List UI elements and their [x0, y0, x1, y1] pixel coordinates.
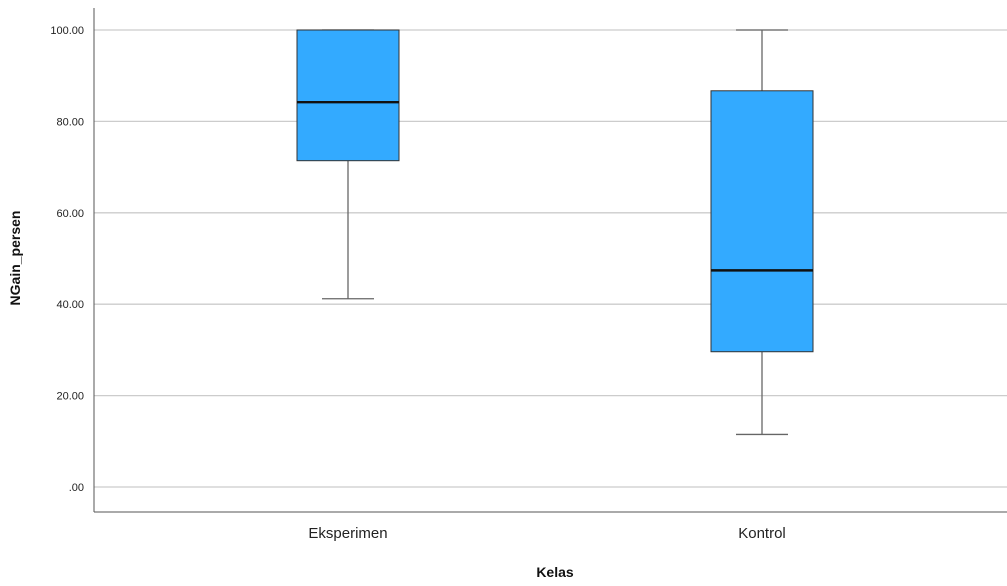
- x-category-label: Kontrol: [738, 525, 786, 542]
- gridlines: [94, 29, 1007, 488]
- x-category-labels: Eksperimen Kontrol: [308, 525, 785, 542]
- y-axis-title: NGain_persen: [7, 211, 23, 306]
- iqr-box: [710, 90, 814, 353]
- iqr-box: [296, 29, 400, 162]
- box-group: [710, 29, 814, 436]
- x-category-label: Eksperimen: [308, 525, 387, 542]
- y-tick-label: .00: [69, 482, 84, 494]
- y-tick-label: 40.00: [56, 299, 84, 311]
- y-tick-label: 100.00: [50, 25, 84, 37]
- box-group: [296, 29, 400, 300]
- y-tick-label: 80.00: [56, 116, 84, 128]
- axes: [93, 8, 1007, 513]
- y-tick-labels: .00 20.00 40.00 60.00 80.00 100.00: [50, 25, 84, 494]
- x-axis-title: Kelas: [536, 564, 574, 580]
- y-tick-label: 60.00: [56, 208, 84, 220]
- boxes: [296, 29, 814, 436]
- y-tick-label: 20.00: [56, 391, 84, 403]
